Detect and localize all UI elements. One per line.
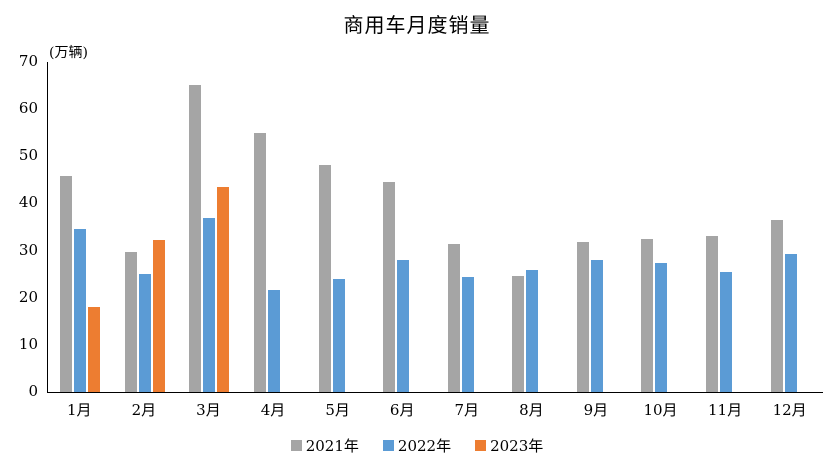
plot-area [47,62,823,393]
bar-2022年-11月 [720,271,733,392]
legend-label: 2021年 [305,437,359,455]
y-axis-tick-label: 0 [28,382,38,400]
legend-swatch-icon [382,440,394,451]
bar-2023年-1月 [88,307,101,392]
bar-2022年-2月 [138,274,151,392]
bar-2023年-2月 [152,239,165,392]
bar-2022年-5月 [332,278,345,392]
chart-title: 商用车月度销量 [343,13,491,37]
x-axis-label-10月: 10月 [643,401,678,419]
bar-group-8月 [500,62,565,392]
bar-group-4月 [242,62,307,392]
bar-group-3月 [177,62,242,392]
bar-2021年-7月 [447,244,460,392]
bar-group-10月 [629,62,694,392]
legend-label: 2023年 [490,437,544,455]
bar-2022年-1月 [74,229,87,392]
bar-2021年-12月 [770,220,783,392]
legend-swatch-icon [475,440,487,451]
bar-2021年-4月 [254,132,267,392]
bar-group-11月 [694,62,759,392]
legend-item-2021年: 2021年 [290,435,359,456]
y-axis-tick-label: 40 [18,193,38,212]
bar-group-5月 [306,62,371,392]
legend-item-2022年: 2022年 [382,435,452,456]
bar-group-2月 [113,62,178,392]
y-axis-tick-label: 60 [18,99,38,118]
x-axis: 1月 2月 3月 4月 5月 6月 7月 8月 9月 10月 11月 12月 [47,399,822,420]
bar-2022年-7月 [461,276,474,392]
bar-2021年-2月 [124,251,137,392]
bar-group-1月 [48,62,113,392]
x-axis-label-7月: 7月 [454,401,480,419]
bar-group-9月 [565,62,630,392]
y-axis-tick-label: 30 [18,240,38,259]
legend-swatch-icon [290,440,302,451]
x-axis-label-9月: 9月 [583,401,609,419]
bar-2021年-5月 [318,165,331,392]
x-axis-label-1月: 1月 [67,401,92,419]
bar-2021年-9月 [576,242,589,392]
y-axis-unit-label: (万辆) [49,45,88,61]
x-axis-label-4月: 4月 [260,401,286,419]
bar-2021年-1月 [60,175,73,392]
bar-2022年-4月 [268,290,281,392]
bar-group-7月 [435,62,500,392]
x-axis-label-11月: 11月 [708,401,743,419]
x-axis-label-5月: 5月 [325,401,350,419]
bar-2022年-8月 [526,269,539,392]
x-axis-label-12月: 12月 [772,401,807,419]
bar-group-6月 [371,62,436,392]
bar-2022年-12月 [784,253,797,392]
bar-2023年-3月 [217,186,230,392]
bar-2022年-10月 [655,263,668,392]
bar-2021年-6月 [383,182,396,392]
bars-container [48,62,823,392]
x-axis-label-6月: 6月 [389,401,415,419]
legend: 2021年 2022年 2023年 [0,435,834,456]
bar-2022年-6月 [397,259,410,392]
legend-item-2023年: 2023年 [475,435,543,456]
bar-2021年-8月 [512,275,525,392]
y-axis-tick-label: 50 [18,146,38,165]
y-axis-tick-label: 70 [18,52,38,70]
y-axis-tick-label: 10 [18,334,38,353]
y-axis-tick-label: 20 [18,287,38,306]
x-axis-label-8月: 8月 [519,401,544,419]
bar-2021年-10月 [641,238,654,392]
bar-group-12月 [758,62,823,392]
legend-label: 2022年 [397,437,452,455]
bar-2022年-9月 [590,260,603,392]
x-axis-label-3月: 3月 [196,401,221,419]
bar-2022年-3月 [203,217,216,392]
bar-2021年-3月 [189,84,202,392]
bar-2021年-11月 [706,236,719,392]
x-axis-label-2月: 2月 [131,401,157,419]
